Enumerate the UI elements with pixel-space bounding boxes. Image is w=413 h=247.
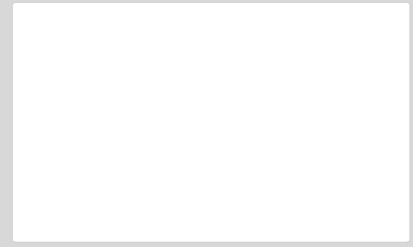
Text: Corea del Sur: Corea del Sur <box>77 194 143 204</box>
